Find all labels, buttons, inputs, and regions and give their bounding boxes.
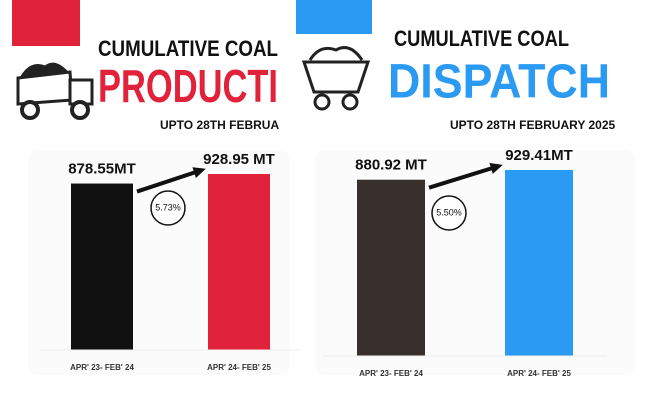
chart-title: CUMULATIVE COAL (394, 26, 569, 51)
growth-badge (431, 195, 467, 231)
category-label: APR' 23- FEB' 24 (70, 363, 134, 372)
value-label: 928.95 MT (203, 151, 275, 168)
bar (71, 183, 133, 350)
banner (296, 0, 372, 34)
chart-subtitle: DISPATCH (388, 56, 610, 109)
bar (208, 174, 270, 350)
growth-arrow (428, 164, 500, 190)
category-label: APR' 24- FEB' 25 (207, 363, 271, 372)
arrow-head (489, 163, 503, 174)
growth-badge (150, 190, 186, 226)
category-label: APR' 23- FEB' 24 (359, 369, 423, 378)
cart-icon (301, 46, 371, 111)
growth-label: 5.50% (436, 207, 462, 217)
truck-icon (16, 62, 94, 120)
growth-label: 5.73% (155, 202, 181, 212)
chart-title: CUMULATIVE COAL (98, 36, 278, 61)
chart-subtitle: PRODUCTI (98, 60, 278, 112)
chart-note: UPTO 28TH FEBRUA (160, 118, 279, 132)
value-label: 878.55MT (68, 161, 136, 178)
value-label: 929.41MT (505, 147, 573, 164)
bar (357, 179, 425, 356)
value-label: 880.92 MT (355, 157, 427, 174)
bar (505, 170, 573, 356)
arrow-head (192, 167, 206, 178)
category-label: APR' 24- FEB' 25 (507, 369, 571, 378)
growth-arrow (136, 168, 203, 194)
banner (12, 0, 80, 46)
chart-note: UPTO 28TH FEBRUARY 2025 (450, 118, 615, 132)
